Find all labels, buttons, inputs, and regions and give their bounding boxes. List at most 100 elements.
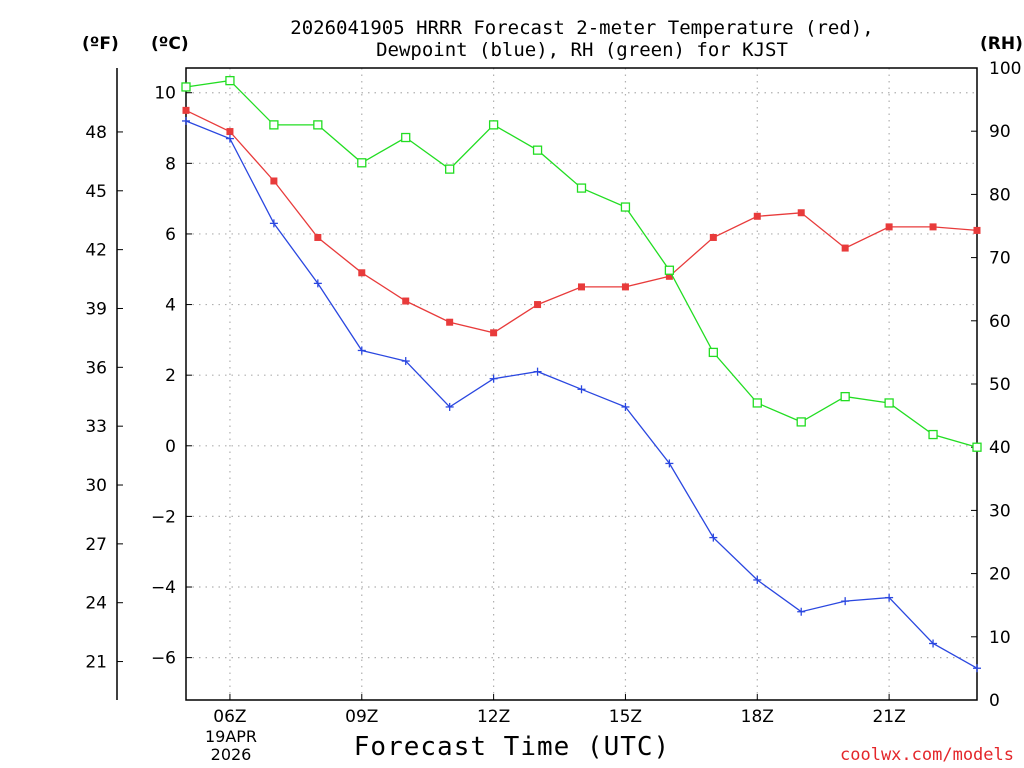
celsius-tick-label: 0 [165, 437, 176, 457]
rh-tick-label: 60 [989, 312, 1011, 332]
grid-lines [186, 68, 977, 700]
dewpoint-point [313, 279, 322, 288]
dewpoint-point [885, 593, 894, 602]
rh-tick-label: 30 [989, 501, 1011, 521]
celsius-unit-label: (ºC) [151, 34, 189, 54]
fahrenheit-tick-label: 27 [85, 535, 107, 555]
temperature-point [709, 233, 717, 241]
celsius-tick-label: 8 [165, 154, 176, 174]
rh-point [357, 158, 367, 168]
dewpoint-point [357, 346, 366, 355]
temperature-point [534, 301, 542, 309]
rh-point [445, 164, 455, 174]
temperature-point [446, 318, 454, 326]
rh-point [752, 398, 762, 408]
rh-tick-label: 70 [989, 249, 1011, 269]
dewpoint-point [225, 134, 234, 143]
credit-label: coolwx.com/models [840, 745, 1014, 765]
series-layer [181, 75, 982, 673]
date-label-day: 19APR [204, 727, 258, 746]
celsius-tick-label: 2 [165, 366, 176, 386]
celsius-tick-label: −2 [151, 507, 176, 527]
rh-tick-label: 90 [989, 122, 1011, 142]
fahrenheit-tick-label: 36 [85, 358, 107, 378]
dewpoint-point [797, 607, 806, 616]
celsius-axis: 10 8 6 4 2 0 −2 −4 −6 [151, 84, 192, 669]
temperature-point [797, 209, 805, 217]
rh-point [401, 132, 411, 143]
x-axis-title: Forecast Time (UTC) [353, 732, 671, 762]
rh-tick-label: 20 [989, 565, 1011, 585]
temperature-point [929, 223, 937, 231]
rh-tick-label: 10 [989, 628, 1011, 648]
temperature-point [182, 106, 190, 114]
dewpoint-point [753, 575, 762, 584]
rh-tick-label: 0 [989, 691, 1000, 711]
rh-point [620, 202, 631, 212]
temperature-point [885, 223, 893, 231]
temperature-point [358, 269, 366, 277]
celsius-tick-label: 4 [165, 296, 176, 316]
rh-point [181, 82, 191, 92]
dewpoint-point [401, 357, 410, 366]
rh-point [225, 75, 235, 86]
fahrenheit-tick-label: 33 [85, 417, 107, 437]
celsius-tick-label: 6 [165, 225, 176, 245]
dewpoint-line [185, 120, 978, 669]
rh-point [576, 183, 587, 193]
rh-tick-label: 80 [989, 185, 1011, 205]
rh-tick-label: 100 [989, 59, 1021, 79]
rh-point [269, 120, 279, 130]
temperature-point [226, 128, 234, 136]
temperature-point [270, 177, 278, 185]
celsius-tick-label: 10 [154, 84, 176, 104]
rh-point [664, 265, 675, 275]
dewpoint-point [973, 664, 981, 673]
dewpoint-point [489, 374, 498, 383]
time-tick-label: 21Z [872, 707, 905, 727]
fahrenheit-tick-label: 24 [85, 594, 107, 614]
rh-point [928, 429, 938, 440]
temperature-point [402, 297, 410, 305]
dewpoint-point [621, 402, 630, 411]
dewpoint-point [533, 367, 542, 376]
temperature-point [490, 329, 498, 337]
rh-tick-label: 50 [989, 375, 1011, 395]
fahrenheit-tick-label: 45 [85, 182, 107, 202]
time-tick-label: 09Z [345, 707, 378, 727]
temperature-line [185, 109, 978, 334]
rh-point [972, 442, 982, 452]
temperature-point [973, 226, 981, 234]
chart-title-line2: Dewpoint (blue), RH (green) for KJST [376, 39, 788, 61]
temperature-point [314, 233, 322, 241]
temperature-point [665, 272, 673, 280]
temperature-point [753, 212, 761, 220]
celsius-tick-label: −6 [151, 649, 176, 669]
rh-tick-label: 40 [989, 438, 1011, 458]
dewpoint-point [841, 597, 850, 606]
fahrenheit-tick-label: 48 [85, 123, 107, 143]
dewpoint-point [929, 639, 938, 648]
dewpoint-point [709, 533, 718, 542]
date-label-year: 2026 [210, 745, 252, 764]
rh-point [488, 120, 499, 130]
dewpoint-point [577, 385, 586, 394]
celsius-tick-label: −4 [151, 578, 176, 598]
fahrenheit-tick-label: 21 [85, 653, 107, 673]
chart-title-line1: 2026041905 HRRR Forecast 2-meter Tempera… [290, 17, 874, 39]
time-axis: 06Z 09Z 12Z 15Z 18Z 21Z [213, 694, 906, 727]
fahrenheit-tick-label: 30 [85, 476, 107, 496]
time-tick-label: 18Z [741, 707, 774, 727]
rh-point [708, 347, 718, 358]
fahrenheit-unit-label: (ºF) [82, 34, 119, 54]
dewpoint-point [269, 219, 278, 228]
rh-unit-label: (RH) [980, 34, 1023, 54]
time-tick-label: 12Z [477, 707, 510, 727]
dewpoint-point [445, 402, 454, 411]
time-tick-label: 06Z [213, 707, 246, 727]
rh-point [884, 398, 894, 408]
fahrenheit-axis: 48 45 42 39 36 33 30 27 24 21 [85, 123, 123, 673]
time-tick-label: 15Z [609, 707, 642, 727]
